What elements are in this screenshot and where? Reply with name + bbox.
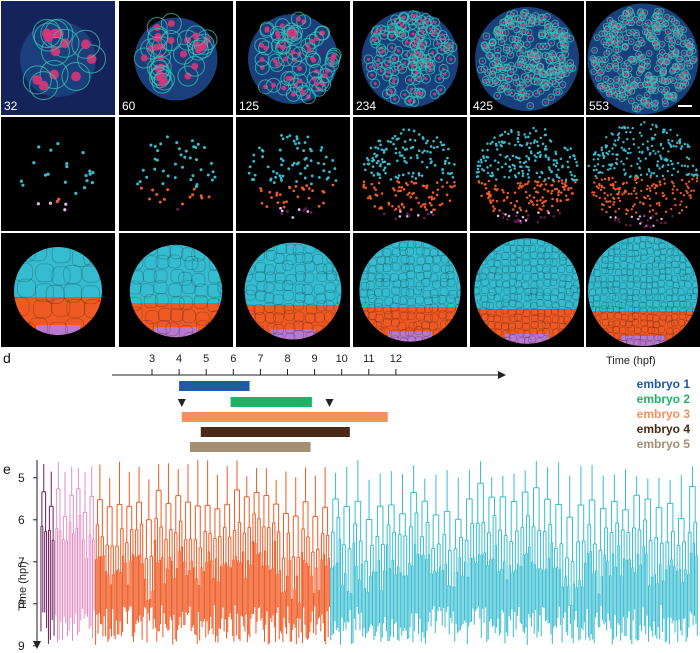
fluorescence-image-4: 234 bbox=[353, 1, 467, 115]
fluorescence-image-1: 32 bbox=[1, 1, 115, 115]
cell-count-label: 425 bbox=[473, 99, 494, 113]
timeline-arrow-marker bbox=[325, 399, 334, 407]
timeline-tick-label: 6 bbox=[230, 353, 237, 365]
timeline-bar-2 bbox=[230, 397, 312, 407]
timeline-tick-label: 5 bbox=[203, 353, 210, 365]
lineage-group-2 bbox=[55, 462, 95, 643]
cell-count-label: 553 bbox=[589, 99, 610, 113]
timeline-tick-label: 9 bbox=[311, 353, 318, 365]
legend-entry-embryo-4: embryo 4 bbox=[636, 422, 690, 436]
cell-count-label: 60 bbox=[122, 99, 136, 113]
legend-entry-embryo-2: embryo 2 bbox=[636, 392, 690, 406]
timeline-axis-title: Time (hpf) bbox=[606, 355, 656, 367]
segmentation-render-5 bbox=[470, 233, 584, 347]
scale-bar bbox=[678, 105, 692, 107]
lineage-y-tick-label: 6 bbox=[18, 512, 25, 527]
timeline-tick-label: 3 bbox=[148, 353, 156, 365]
segmentation-render-2 bbox=[119, 233, 233, 347]
lineage-tree-chart bbox=[33, 460, 698, 649]
legend-entry-embryo-3: embryo 3 bbox=[636, 407, 690, 421]
fluorescence-image-5: 425 bbox=[470, 1, 584, 115]
legend-entry-embryo-1: embryo 1 bbox=[636, 377, 690, 391]
nuclei-scatter-3 bbox=[236, 117, 350, 231]
nuclei-scatter-4 bbox=[353, 117, 467, 231]
timeline-bar-3 bbox=[181, 412, 388, 422]
timeline-tick-label: 8 bbox=[284, 353, 291, 365]
segmentation-render-3 bbox=[236, 233, 350, 347]
nuclei-scatter-5 bbox=[470, 117, 584, 231]
timeline-arrow-marker bbox=[177, 399, 186, 407]
lineage-y-tick-label: 5 bbox=[18, 470, 25, 485]
lineage-group-3 bbox=[95, 460, 330, 645]
nuclei-scatter-1 bbox=[1, 117, 115, 231]
lineage-y-tick-label: 8 bbox=[18, 596, 25, 611]
fluorescence-image-6: 553 bbox=[586, 1, 700, 115]
segmentation-render-1 bbox=[1, 233, 115, 347]
segmentation-render-6 bbox=[586, 233, 700, 347]
timeline-bar-1 bbox=[179, 381, 250, 391]
lineage-group-1 bbox=[40, 464, 55, 644]
timeline-bar-5 bbox=[189, 442, 311, 452]
fluorescence-image-3: 125 bbox=[236, 1, 350, 115]
lineage-group-4 bbox=[330, 460, 698, 645]
lineage-y-tick-label: 9 bbox=[18, 638, 25, 653]
panel-letter-d: d bbox=[3, 350, 11, 366]
segmentation-render-4 bbox=[353, 233, 467, 347]
panel-letter-e: e bbox=[3, 461, 11, 477]
legend-entry-embryo-5: embryo 5 bbox=[636, 437, 690, 451]
cell-count-label: 125 bbox=[239, 99, 260, 113]
timeline-chart bbox=[112, 369, 506, 452]
timeline-tick-label: 4 bbox=[176, 353, 183, 365]
fluorescence-image-2: 60 bbox=[119, 1, 233, 115]
nuclei-scatter-6 bbox=[586, 117, 700, 231]
timeline-tick-label: 12 bbox=[389, 353, 403, 365]
timeline-tick-label: 7 bbox=[257, 353, 264, 365]
timeline-tick-label: 11 bbox=[363, 353, 375, 365]
lineage-y-tick-label: 7 bbox=[18, 554, 25, 569]
timeline-bar-4 bbox=[200, 427, 350, 437]
nuclei-scatter-2 bbox=[119, 117, 233, 231]
cell-count-label: 32 bbox=[4, 99, 18, 113]
timeline-tick-label: 10 bbox=[335, 353, 348, 365]
cell-count-label: 234 bbox=[356, 99, 377, 113]
